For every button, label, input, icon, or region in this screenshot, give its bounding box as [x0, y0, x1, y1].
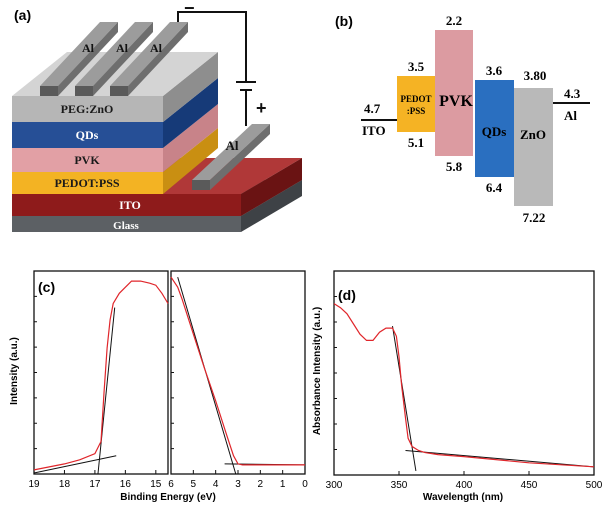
fit-line [405, 450, 595, 468]
qds-side [163, 78, 218, 148]
plot-c-ylabel: Intensity (a.u.) [9, 337, 20, 405]
fit-line [392, 326, 417, 471]
minus-sign: − [184, 0, 195, 18]
absorbance-spectrum: (d) Absorbance Intensity (a.u.) Waveleng… [312, 270, 603, 503]
ito-layer [12, 194, 241, 216]
fit-line [97, 307, 116, 475]
x-tick-label: 500 [586, 480, 603, 491]
al-label-3: Al [150, 41, 163, 55]
plot-d-ticks: 300 350 400 450 500 [326, 296, 603, 491]
plot-c-right-ticks: 6 5 4 3 2 1 0 [168, 295, 308, 490]
pegzno-label: PEG:ZnO [61, 102, 114, 116]
x-tick-label: 18 [59, 479, 71, 490]
pvk-bottom-level: 5.8 [446, 159, 463, 174]
x-tick-label: 16 [120, 479, 132, 490]
qds-band [475, 80, 514, 177]
x-tick-label: 19 [28, 479, 40, 490]
x-tick-label: 450 [521, 480, 538, 491]
al-side-label: Al [226, 138, 239, 153]
ito-level-value: 4.7 [364, 101, 381, 116]
x-tick-label: 4 [213, 479, 219, 490]
glass-layer [12, 216, 241, 232]
pedot-top-level: 3.5 [408, 59, 425, 74]
plot-d-xlabel: Wavelength (nm) [423, 492, 503, 503]
energy-level-diagram: (b) 4.7 ITO 3.5 5.1 PEDOT :PSS 2.2 5.8 P… [335, 13, 590, 225]
panel-a-label: (a) [14, 7, 31, 23]
plot-c-right-frame [170, 270, 306, 475]
al-side-electrode [192, 124, 270, 190]
pvk-side [163, 104, 218, 172]
pvk-label: PVK [74, 153, 100, 167]
zno-band [514, 88, 553, 206]
x-tick-label: 15 [150, 479, 162, 490]
pedot-band [397, 76, 435, 132]
qds-top-level: 3.6 [486, 63, 503, 78]
x-tick-label: 17 [89, 479, 101, 490]
ito-name: ITO [362, 123, 386, 138]
al-name: Al [564, 108, 577, 123]
ito-side [241, 158, 302, 216]
pedot-layer [12, 172, 163, 194]
plot-c-left-marks [33, 280, 169, 475]
x-tick-label: 350 [391, 480, 408, 491]
data-series-line [333, 303, 595, 468]
plot-c-right-marks [170, 276, 306, 475]
pvk-layer [12, 148, 163, 172]
pegzno-side [163, 52, 218, 122]
x-tick-label: 1 [280, 479, 286, 490]
pvk-name: PVK [439, 93, 473, 110]
pegzno-layer [12, 96, 163, 122]
x-tick-label: 2 [258, 479, 264, 490]
qds-layer [12, 122, 163, 148]
plot-c-left-ticks: 19 18 17 16 15 [28, 295, 162, 490]
pedot-name-1: PEDOT [400, 94, 431, 104]
ups-spectrum: (c) Intensity (a.u.) Binding Energy (eV)… [9, 270, 308, 503]
circuit-wire-top [177, 11, 247, 82]
zno-top-level: 3.80 [524, 68, 547, 83]
x-tick-label: 300 [326, 480, 343, 491]
x-tick-label: 5 [191, 479, 197, 490]
x-tick-label: 400 [456, 480, 473, 491]
pedot-bottom-level: 5.1 [408, 135, 424, 150]
fit-line [33, 455, 117, 474]
plot-d-frame [333, 270, 595, 476]
al-label-2: Al [116, 41, 129, 55]
device-schematic: (a) Glass ITO PEDOT:PSS PVK QDs PEG:ZnO [12, 0, 302, 232]
zno-name: ZnO [520, 127, 546, 142]
plot-d-marks [333, 303, 595, 471]
glass-side [241, 180, 302, 232]
panel-b-label: (b) [335, 13, 353, 29]
x-tick-label: 0 [302, 479, 308, 490]
al-level-value: 4.3 [564, 86, 581, 101]
zno-bottom-level: 7.22 [523, 210, 546, 225]
x-tick-label: 3 [235, 479, 241, 490]
glass-label: Glass [113, 220, 139, 232]
al-label-1: Al [82, 41, 95, 55]
x-tick-label: 6 [168, 479, 174, 490]
data-series-line [170, 276, 305, 466]
ito-label: ITO [119, 198, 141, 212]
pedot-name-2: :PSS [407, 106, 426, 116]
qds-name: QDs [482, 124, 507, 139]
pvk-top-level: 2.2 [446, 13, 462, 28]
qds-label: QDs [76, 128, 99, 142]
plot-d-ylabel: Absorbance Intensity (a.u.) [312, 307, 323, 435]
al-electrode-3 [110, 22, 188, 96]
panel-d-label: (d) [338, 287, 356, 303]
pedot-side [163, 128, 218, 194]
al-electrode-2 [75, 22, 153, 96]
al-electrode-1 [40, 22, 118, 96]
qds-bottom-level: 6.4 [486, 180, 503, 195]
panel-c-label: (c) [38, 279, 55, 295]
pvk-band [435, 30, 473, 156]
plot-c-xlabel: Binding Energy (eV) [120, 492, 216, 503]
plus-sign: + [256, 98, 267, 118]
data-series-line [33, 280, 169, 471]
pedot-label: PEDOT:PSS [54, 176, 119, 190]
